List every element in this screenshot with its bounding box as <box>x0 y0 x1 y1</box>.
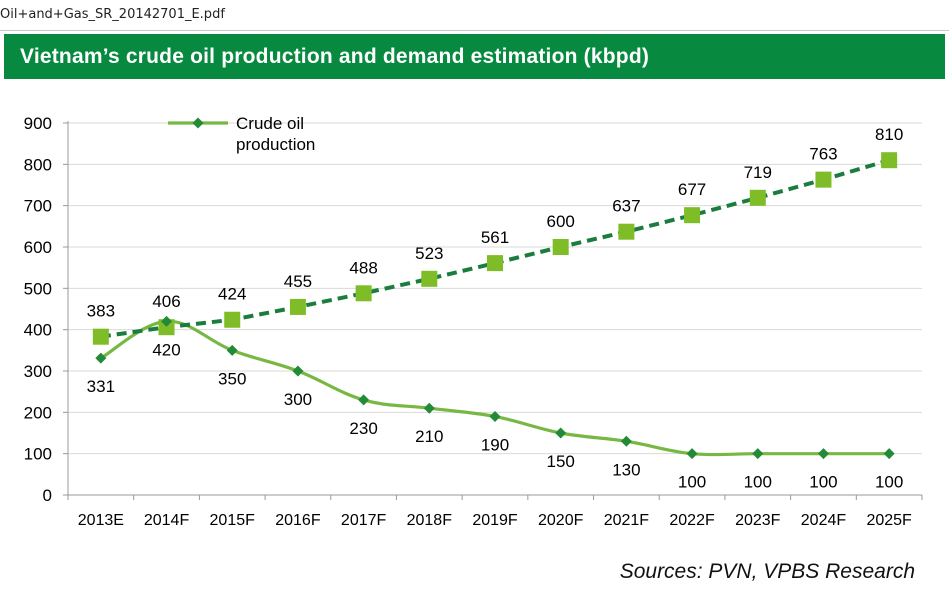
demand-data-label: 406 <box>152 292 180 311</box>
x-tick-label: 2015F <box>210 512 256 529</box>
production-point <box>292 365 304 377</box>
x-tick-label: 2020F <box>538 512 584 529</box>
x-tick-label: 2017F <box>341 512 387 529</box>
x-tick-label: 2013E <box>78 512 124 529</box>
x-tick-label: 2018F <box>407 512 453 529</box>
production-point <box>423 402 435 414</box>
demand-data-label: 637 <box>612 197 640 216</box>
production-point <box>620 435 632 447</box>
y-tick-label: 700 <box>24 197 52 216</box>
demand-data-label: 523 <box>415 244 443 263</box>
legend-production-marker <box>192 117 204 129</box>
production-point <box>817 448 829 460</box>
x-tick-label: 2021F <box>604 512 650 529</box>
x-tick-label: 2024F <box>801 512 847 529</box>
demand-point <box>289 298 306 315</box>
y-tick-label: 100 <box>24 445 52 464</box>
demand-point <box>92 328 109 345</box>
production-data-label: 150 <box>547 452 575 471</box>
axes <box>63 121 923 500</box>
demand-data-label: 424 <box>218 285 246 304</box>
production-data-label: 230 <box>349 419 377 438</box>
data-labels: 383 406 424 455 488 523 561 600 637 677 719 763 810 3… <box>87 125 904 491</box>
production-point <box>95 352 107 364</box>
demand-point <box>815 171 832 188</box>
x-tick-label: 2016F <box>275 512 321 529</box>
production-point <box>686 448 698 460</box>
production-data-label: 331 <box>87 377 115 396</box>
demand-data-label: 719 <box>744 163 772 182</box>
series-markers <box>92 152 898 460</box>
production-data-label: 300 <box>284 390 312 409</box>
production-data-label: 210 <box>415 427 443 446</box>
demand-point <box>487 255 503 272</box>
demand-point <box>881 152 898 169</box>
x-axis-tick-labels: 2013E 2014F 2015F 2016F 2017F 2018F 2019F 2020F… <box>78 512 912 529</box>
production-point <box>489 410 501 422</box>
demand-point <box>224 311 241 328</box>
demand-point <box>355 285 372 302</box>
y-tick-label: 600 <box>24 238 52 257</box>
demand-data-label: 561 <box>481 228 509 247</box>
series-lines <box>100 158 890 457</box>
production-data-label: 350 <box>218 369 246 388</box>
y-tick-label: 200 <box>24 403 52 422</box>
legend: Crude oil production <box>168 114 315 154</box>
production-point <box>226 344 238 356</box>
x-tick-label: 2019F <box>472 512 518 529</box>
demand-data-label: 677 <box>678 180 706 199</box>
production-data-label: 100 <box>744 473 772 492</box>
legend-production-label: production <box>236 135 315 154</box>
y-tick-label: 900 <box>24 114 52 133</box>
demand-data-label: 488 <box>349 258 377 277</box>
demand-data-label: 810 <box>875 125 903 144</box>
y-tick-label: 0 <box>43 486 52 505</box>
pdf-file-tab[interactable]: Oil+and+Gas_SR_20142701_E.pdf <box>0 7 225 22</box>
demand-point <box>421 270 438 287</box>
production-point <box>752 448 764 460</box>
y-axis-tick-labels: 0 100 200 300 400 500 600 700 800 900 <box>24 114 52 505</box>
production-data-label: 190 <box>481 435 509 454</box>
y-tick-label: 300 <box>24 362 52 381</box>
gridlines <box>68 122 922 455</box>
demand-data-label: 455 <box>284 272 312 291</box>
production-point <box>358 394 370 406</box>
x-tick-label: 2025F <box>866 512 912 529</box>
x-tick-label: 2023F <box>735 512 781 529</box>
demand-point <box>158 319 175 336</box>
x-tick-label: 2022F <box>669 512 715 529</box>
production-data-label: 100 <box>678 473 706 492</box>
y-tick-label: 800 <box>24 155 52 174</box>
demand-data-label: 600 <box>547 212 575 231</box>
production-point <box>555 427 567 439</box>
production-point <box>161 315 173 327</box>
demand-data-label: 383 <box>87 302 115 321</box>
production-data-label: 100 <box>809 473 837 492</box>
title-banner: Vietnam’s crude oil production and deman… <box>4 34 945 79</box>
chart-title: Vietnam’s crude oil production and deman… <box>20 45 650 68</box>
demand-point <box>684 207 701 224</box>
demand-series-line <box>100 158 890 339</box>
production-data-label: 100 <box>875 473 903 492</box>
demand-point <box>749 189 766 206</box>
production-data-label: 130 <box>612 460 640 479</box>
y-tick-label: 400 <box>24 321 52 340</box>
pdf-tab-bar: Oil+and+Gas_SR_20142701_E.pdf <box>0 0 949 31</box>
y-tick-label: 500 <box>24 279 52 298</box>
source-note: Sources: PVN, VPBS Research <box>619 560 915 583</box>
production-data-label: 420 <box>152 340 180 359</box>
x-tick-label: 2014F <box>144 512 190 529</box>
demand-data-label: 763 <box>809 145 837 164</box>
legend-production-label: Crude oil <box>236 114 304 133</box>
demand-point <box>552 239 569 255</box>
production-point <box>883 448 895 460</box>
demand-point <box>618 223 635 240</box>
